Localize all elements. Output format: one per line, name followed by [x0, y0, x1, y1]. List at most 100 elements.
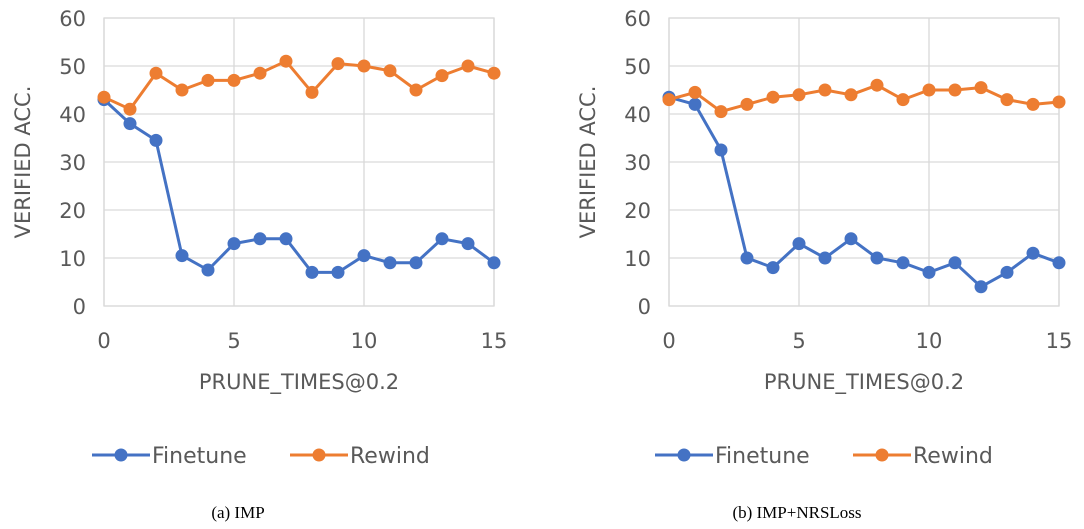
x-axis-title: PRUNE_TIMES@0.2	[199, 370, 399, 395]
data-point-finetune	[305, 265, 319, 279]
data-point-rewind	[896, 93, 910, 107]
data-point-rewind	[331, 57, 345, 71]
data-point-finetune	[922, 265, 936, 279]
series-rewind	[662, 78, 1066, 119]
data-point-rewind	[948, 83, 962, 97]
figure-caption: (a) IMP	[211, 503, 264, 522]
x-tick-label: 15	[1046, 329, 1073, 353]
data-point-rewind	[844, 88, 858, 102]
legend: Finetune Rewind	[655, 444, 993, 469]
series-line-rewind	[668, 83, 1060, 114]
data-point-rewind	[175, 83, 189, 97]
data-point-rewind	[409, 83, 423, 97]
x-tick-label: 0	[662, 329, 675, 353]
data-point-finetune	[149, 133, 163, 147]
data-point-rewind	[818, 83, 832, 97]
series-rewind	[97, 54, 501, 116]
data-point-rewind	[870, 78, 884, 92]
x-tick-label: 5	[792, 329, 805, 353]
data-point-finetune	[435, 232, 449, 246]
data-point-finetune	[357, 249, 371, 263]
data-point-finetune	[818, 251, 832, 265]
chart-panel-imp: 0 10 20 30 40 50 60 0 5 10 15 VERIFIED ACC. PRUNE_TI…	[11, 7, 507, 522]
data-point-finetune	[792, 237, 806, 251]
y-tick-label: 10	[624, 247, 651, 271]
data-point-finetune	[123, 117, 137, 131]
data-point-rewind	[227, 73, 241, 87]
data-point-rewind	[279, 54, 293, 68]
x-tick-label: 10	[351, 329, 378, 353]
x-tick-label: 10	[916, 329, 943, 353]
data-point-rewind	[487, 66, 501, 80]
data-point-finetune	[714, 143, 728, 157]
y-tick-label: 50	[624, 55, 651, 79]
data-point-finetune	[487, 256, 501, 270]
data-point-finetune	[201, 263, 215, 277]
data-point-finetune	[1026, 246, 1040, 260]
data-point-finetune	[688, 97, 702, 111]
y-tick-label: 20	[624, 199, 651, 223]
legend-swatch-marker	[677, 448, 691, 462]
y-axis-title: VERIFIED ACC.	[576, 86, 600, 239]
legend-label: Finetune	[152, 444, 247, 469]
series-line-finetune	[102, 98, 495, 274]
series-finetune	[662, 90, 1066, 294]
data-point-rewind	[123, 102, 137, 116]
y-tick-label: 60	[624, 7, 651, 31]
figure-caption: (b) IMP+NRSLoss	[732, 503, 861, 522]
data-point-finetune	[1052, 256, 1066, 270]
legend-label: Rewind	[913, 444, 993, 469]
y-tick-label: 50	[59, 55, 86, 79]
data-point-rewind	[974, 81, 988, 95]
x-tick-label: 5	[227, 329, 240, 353]
data-point-rewind	[383, 64, 397, 78]
legend-label: Finetune	[715, 444, 810, 469]
data-point-rewind	[461, 59, 475, 73]
data-point-rewind	[1052, 95, 1066, 109]
y-tick-label: 40	[59, 103, 86, 127]
data-point-rewind	[766, 90, 780, 104]
data-point-finetune	[253, 232, 267, 246]
data-point-finetune	[896, 256, 910, 270]
legend-swatch-marker	[312, 448, 326, 462]
x-axis-title: PRUNE_TIMES@0.2	[764, 370, 964, 395]
data-point-finetune	[175, 249, 189, 263]
data-point-rewind	[435, 69, 449, 83]
series-line-rewind	[103, 59, 495, 111]
legend-swatch-marker	[875, 448, 889, 462]
data-point-rewind	[792, 88, 806, 102]
data-point-finetune	[227, 237, 241, 251]
data-point-rewind	[714, 105, 728, 119]
data-point-rewind	[740, 97, 754, 111]
data-point-finetune	[766, 261, 780, 275]
data-point-rewind	[201, 73, 215, 87]
y-tick-label: 0	[638, 295, 651, 319]
chart-panel-imp-nrsloss: 0 10 20 30 40 50 60 0 5 10 15 VERIFIED ACC. PRUNE_TI…	[576, 7, 1072, 522]
data-point-finetune	[331, 265, 345, 279]
data-point-finetune	[1000, 265, 1014, 279]
data-point-finetune	[844, 232, 858, 246]
y-tick-label: 60	[59, 7, 86, 31]
legend-swatch-marker	[114, 448, 128, 462]
data-point-rewind	[1000, 93, 1014, 107]
data-point-rewind	[149, 66, 163, 80]
data-point-finetune	[461, 237, 475, 251]
y-tick-label: 30	[624, 151, 651, 175]
data-point-finetune	[974, 280, 988, 294]
data-point-finetune	[870, 251, 884, 265]
data-point-rewind	[357, 59, 371, 73]
data-point-finetune	[948, 256, 962, 270]
y-axis-title: VERIFIED ACC.	[11, 86, 35, 239]
data-point-rewind	[1026, 97, 1040, 111]
legend: Finetune Rewind	[92, 444, 430, 469]
data-point-finetune	[279, 232, 293, 246]
y-tick-label: 30	[59, 151, 86, 175]
data-point-rewind	[922, 83, 936, 97]
data-point-rewind	[662, 93, 676, 107]
data-point-rewind	[253, 66, 267, 80]
series-line-finetune	[668, 95, 1060, 289]
y-tick-label: 0	[73, 295, 86, 319]
data-point-rewind	[97, 90, 111, 104]
data-point-finetune	[740, 251, 754, 265]
